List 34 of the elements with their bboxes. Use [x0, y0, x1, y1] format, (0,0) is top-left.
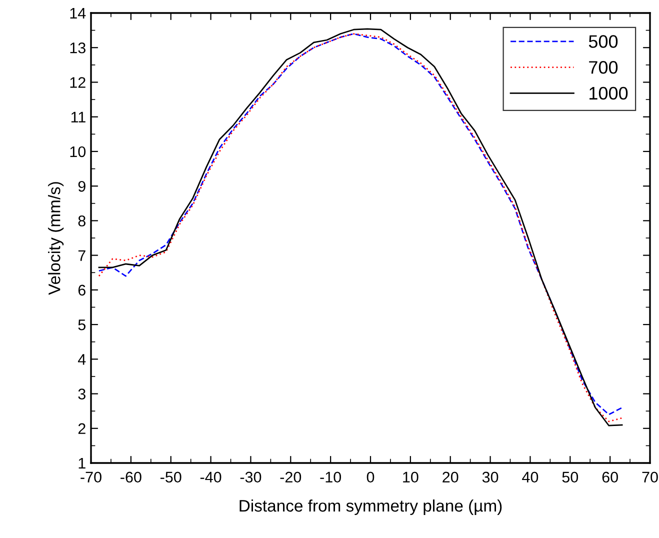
x-tick-label: 20	[442, 472, 458, 483]
y-tick-label: 13	[70, 42, 86, 54]
x-tick-label: -60	[120, 472, 142, 483]
y-tick-label: 3	[78, 388, 86, 400]
x-tick-label: 50	[562, 472, 578, 483]
x-tick-label: 40	[522, 472, 538, 483]
legend-label: 500	[588, 35, 618, 48]
x-tick-label: -20	[280, 472, 302, 483]
y-tick-label: 14	[70, 8, 86, 19]
y-axis-title: Velocity (mm/s)	[48, 182, 64, 295]
y-tick-label: 6	[78, 284, 86, 296]
x-tick-label: -10	[320, 472, 342, 483]
y-tick-label: 8	[78, 216, 86, 226]
y-tick-label: 11	[71, 112, 86, 122]
x-tick-label: -70	[80, 472, 102, 483]
y-tick-label: 2	[78, 423, 86, 434]
x-tick-label: 30	[482, 472, 498, 483]
x-tick-label: 60	[602, 472, 618, 483]
y-tick-label: 4	[78, 354, 86, 365]
x-tick-label: -40	[200, 472, 222, 483]
x-tick-label: 10	[403, 472, 418, 483]
y-tick-label: 12	[70, 77, 86, 88]
x-tick-label: 0	[366, 472, 374, 483]
y-tick-label: 7	[78, 250, 86, 261]
x-axis-title: Distance from symmetry plane (µm)	[240, 499, 502, 515]
y-tick-label: 5	[78, 320, 86, 330]
y-tick-label: 9	[78, 180, 86, 192]
x-tick-label: -50	[160, 472, 182, 483]
y-tick-label: 1	[78, 458, 86, 469]
x-tick-label: 70	[642, 472, 658, 483]
legend-label: 1000	[590, 86, 628, 100]
x-tick-label: -30	[240, 472, 262, 483]
legend-label: 700	[589, 61, 618, 74]
y-tick-label: 10	[70, 146, 86, 158]
